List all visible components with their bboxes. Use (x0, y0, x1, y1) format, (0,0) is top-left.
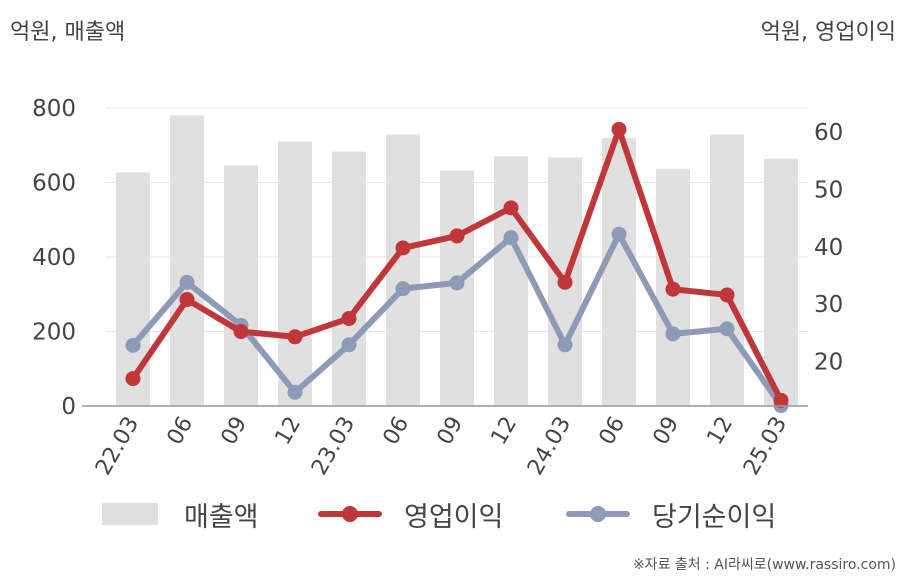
op-point (611, 121, 627, 137)
net-point (557, 337, 573, 353)
sales-bar (224, 165, 258, 406)
op-point (719, 287, 735, 303)
sales-bar (386, 134, 420, 406)
legend-item-sales: 매출액 (102, 492, 259, 536)
legend-net-swatch (566, 503, 630, 525)
op-point (503, 200, 519, 216)
net-point (611, 226, 627, 242)
net-point (395, 281, 411, 297)
left-tick-label: 800 (32, 96, 76, 122)
net-point (179, 274, 195, 290)
profit-lines (125, 121, 789, 414)
sales-bar (116, 172, 150, 406)
op-point (665, 281, 681, 297)
op-point (179, 292, 195, 308)
left-tick-label: 0 (61, 394, 76, 420)
op-point (125, 371, 141, 387)
right-tick-label: 30 (814, 292, 843, 318)
left-axis-unit: 억원, 매출액 (10, 20, 126, 45)
legend-op-swatch (318, 503, 382, 525)
net-point (503, 230, 519, 246)
sales-bar (494, 156, 528, 406)
x-tick-label: 12 (487, 413, 523, 450)
op-point (773, 392, 789, 408)
net-point (125, 337, 141, 353)
legend-sales-label: 매출액 (184, 501, 259, 533)
right-tick-label: 40 (814, 235, 843, 261)
x-tick-label: 09 (433, 413, 469, 450)
right-axis-unit: 억원, 영업이익 (760, 20, 896, 45)
x-tick-label: 09 (217, 413, 253, 450)
x-tick-label: 06 (595, 413, 631, 450)
left-tick-label: 400 (32, 245, 76, 271)
x-tick-label: 12 (703, 413, 739, 450)
sales-bar (764, 158, 798, 406)
op-point (287, 329, 303, 345)
net-point (341, 337, 357, 353)
net-point (719, 321, 735, 337)
left-tick-label: 600 (32, 171, 76, 197)
sales-bar (332, 151, 366, 406)
net-point (287, 384, 303, 400)
x-tick-label: 22.03 (91, 413, 144, 480)
source-note: ※자료 출처 : AI라씨로(www.rassiro.com) (632, 557, 896, 573)
net-point (449, 275, 465, 291)
sales-bar (602, 138, 636, 407)
x-tick-label: 25.03 (739, 413, 792, 480)
op-point (449, 228, 465, 244)
sales-bar (170, 115, 204, 406)
op-point (395, 240, 411, 256)
left-tick-label: 200 (32, 320, 76, 346)
x-tick-label: 06 (379, 413, 415, 450)
op-point (557, 274, 573, 290)
right-tick-label: 50 (814, 178, 843, 204)
x-tick-label: 06 (163, 413, 199, 450)
x-tick-label: 24.03 (523, 413, 576, 480)
right-tick-label: 20 (814, 349, 843, 375)
x-tick-label: 12 (271, 413, 307, 450)
right-tick-label: 60 (814, 120, 843, 146)
legend-net-label: 당기순이익 (652, 501, 777, 533)
sales-bar (278, 141, 312, 406)
legend-sales-swatch (102, 503, 158, 525)
legend-item-net: 당기순이익 (566, 492, 776, 536)
net-point (665, 326, 681, 342)
op-point (341, 310, 357, 326)
legend-op-label: 영업이익 (404, 501, 504, 533)
sales-bars (116, 115, 798, 407)
x-tick-label: 09 (649, 413, 685, 450)
x-tick-label: 23.03 (307, 413, 360, 480)
legend: 매출액 영업이익 당기순이익 (0, 492, 908, 536)
op-point (233, 324, 249, 340)
sales-bar (710, 134, 744, 406)
legend-item-op: 영업이익 (318, 492, 503, 536)
